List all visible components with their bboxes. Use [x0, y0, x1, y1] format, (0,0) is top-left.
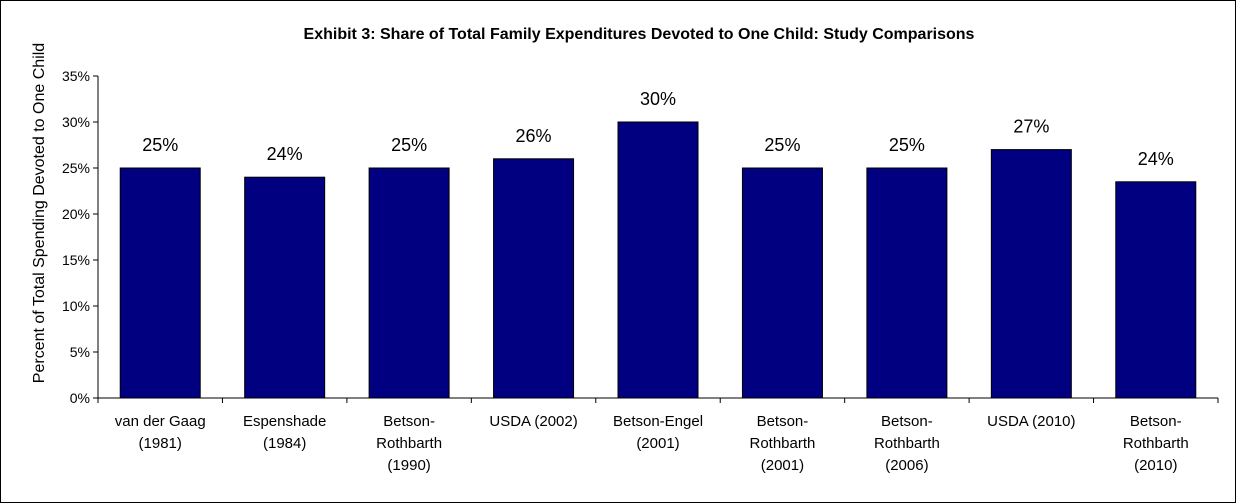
category-label: Espenshade (1984): [243, 413, 326, 452]
bar: [990, 149, 1072, 399]
data-label: 25%: [889, 135, 925, 155]
bar: [244, 176, 326, 399]
data-labels: 25% 24% 25% 26% 30% 25% 25% 27% 24%: [142, 89, 1174, 169]
y-tick-label: 35%: [62, 68, 90, 84]
category-label: Betson-Rothbarth (2001): [750, 413, 816, 474]
category-label: Betson-Rothbarth (1990): [376, 413, 442, 474]
bar: [119, 167, 201, 399]
y-tick-label: 20%: [62, 206, 90, 222]
category-label: Betson-Engel (2001): [613, 413, 703, 452]
y-tick-label: 15%: [62, 252, 90, 268]
data-label: 26%: [516, 126, 552, 146]
data-label: 24%: [1138, 149, 1174, 169]
category-label: van der Gaag (1981): [115, 413, 206, 452]
data-label: 30%: [640, 89, 676, 109]
bars: [119, 121, 1197, 399]
data-label: 25%: [764, 135, 800, 155]
y-axis-label: Percent of Total Spending Devoted to One…: [31, 43, 48, 383]
data-label: 25%: [142, 135, 178, 155]
y-tick-label: 0%: [70, 390, 90, 406]
bar: [368, 167, 450, 399]
category-label: Betson-Rothbarth (2006): [874, 413, 940, 474]
category-labels: van der Gaag (1981) Espenshade (1984) Betson…: [115, 413, 1189, 474]
category-label: USDA (2010): [987, 413, 1075, 430]
category-label: USDA (2002): [489, 413, 577, 430]
y-tick-label: 25%: [62, 160, 90, 176]
bar: [493, 158, 575, 399]
bar: [1115, 181, 1197, 399]
y-tick-label: 30%: [62, 114, 90, 130]
data-label: 25%: [391, 135, 427, 155]
data-label: 27%: [1013, 117, 1049, 137]
bar: [617, 121, 699, 399]
bar: [866, 167, 948, 399]
category-label: Betson-Rothbarth (2010): [1123, 413, 1189, 474]
bar: [741, 167, 823, 399]
chart-title: Exhibit 3: Share of Total Family Expendi…: [304, 26, 975, 43]
data-label: 24%: [267, 144, 303, 164]
y-tick-label: 10%: [62, 298, 90, 314]
y-tick-label: 5%: [70, 344, 90, 360]
